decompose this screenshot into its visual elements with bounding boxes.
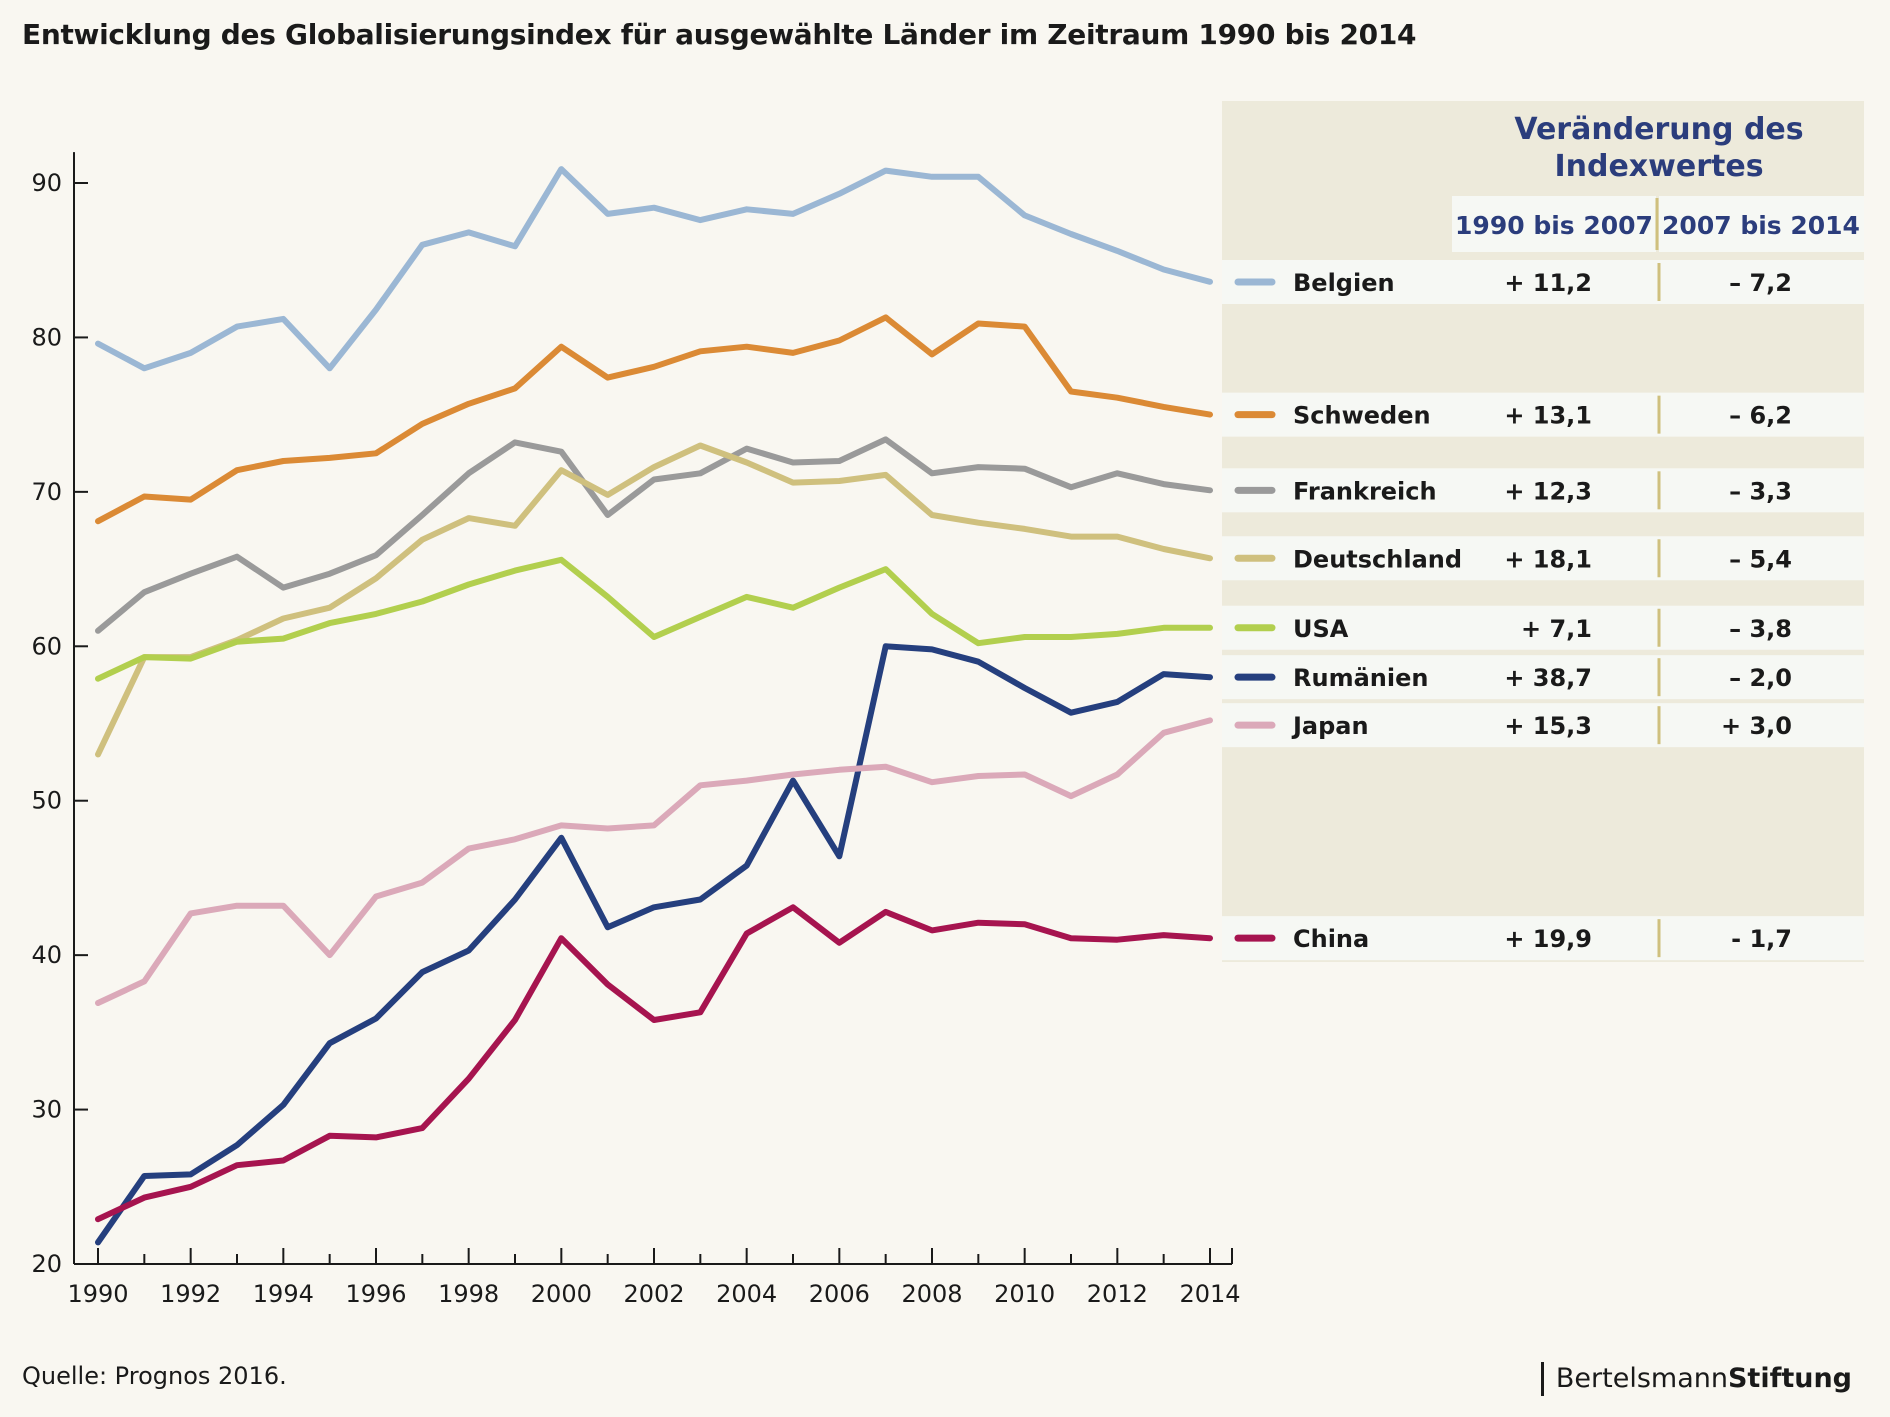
series-line-japan bbox=[95, 717, 1213, 1006]
legend-change-1990-2007-usa: + 7,1 bbox=[1521, 615, 1592, 643]
x-tick-label: 2008 bbox=[901, 1280, 962, 1308]
legend-name-usa: USA bbox=[1293, 615, 1349, 643]
legend-change-2007-2014-rumänien: – 2,0 bbox=[1729, 664, 1792, 692]
brand-part2: Stiftung bbox=[1727, 1363, 1852, 1394]
legend-row-china bbox=[1222, 916, 1864, 961]
legend-name-frankreich: Frankreich bbox=[1293, 477, 1437, 505]
table-header-cell-1 bbox=[1452, 196, 1656, 252]
legend-row-schweden bbox=[1222, 392, 1864, 437]
legend-name-rumänien: Rumänien bbox=[1293, 664, 1428, 692]
x-tick-label: 2010 bbox=[994, 1280, 1055, 1308]
y-tick-label: 40 bbox=[31, 941, 62, 969]
table-title-line2: Indexwertes bbox=[1554, 149, 1763, 184]
legend-change-2007-2014-deutschland: – 5,4 bbox=[1729, 545, 1792, 573]
table-col1-header: 1990 bis 2007 bbox=[1455, 211, 1653, 240]
legend-name-belgien: Belgien bbox=[1293, 269, 1395, 297]
legend-row-rumänien bbox=[1222, 655, 1864, 700]
y-tick-label: 60 bbox=[31, 632, 62, 660]
x-tick-label: 1998 bbox=[438, 1280, 499, 1308]
x-tick-label: 2012 bbox=[1087, 1280, 1148, 1308]
legend-change-2007-2014-japan: + 3,0 bbox=[1721, 712, 1792, 740]
series-line-schweden bbox=[95, 314, 1213, 525]
legend-change-2007-2014-usa: – 3,8 bbox=[1729, 615, 1792, 643]
legend-name-schweden: Schweden bbox=[1293, 402, 1431, 430]
brand-part1: Bertelsmann bbox=[1555, 1363, 1728, 1394]
x-tick-label: 2014 bbox=[1179, 1280, 1240, 1308]
y-tick-label: 70 bbox=[31, 478, 62, 506]
legend-change-2007-2014-frankreich: – 3,3 bbox=[1729, 477, 1792, 505]
legend-change-1990-2007-rumänien: + 38,7 bbox=[1504, 664, 1592, 692]
series-line-china bbox=[95, 904, 1213, 1223]
x-tick-label: 1994 bbox=[253, 1280, 314, 1308]
legend-change-1990-2007-frankreich: + 12,3 bbox=[1504, 477, 1592, 505]
legend-name-japan: Japan bbox=[1291, 712, 1369, 740]
x-tick-label: 1996 bbox=[345, 1280, 406, 1308]
table-col2-header: 2007 bis 2014 bbox=[1662, 211, 1860, 240]
y-tick-label: 30 bbox=[31, 1096, 62, 1124]
legend-change-1990-2007-china: + 19,9 bbox=[1504, 925, 1592, 953]
chart-series-lines bbox=[95, 166, 1213, 1246]
brand-logo: BertelsmannStiftung bbox=[1540, 1362, 1852, 1396]
x-tick-label: 1990 bbox=[67, 1280, 128, 1308]
legend-row-belgien bbox=[1222, 260, 1864, 304]
series-line-usa bbox=[95, 556, 1213, 682]
legend-name-deutschland: Deutschland bbox=[1293, 545, 1462, 573]
series-line-deutschland bbox=[95, 442, 1213, 758]
legend-change-1990-2007-deutschland: + 18,1 bbox=[1504, 545, 1592, 573]
y-tick-label: 50 bbox=[31, 787, 62, 815]
legend-table: Veränderung des Indexwertes 1990 bis 200… bbox=[1222, 101, 1864, 962]
chart-axes: 20 30 40 50 60 70 80 90 1990 1992 1994 1996 1998 2000… bbox=[31, 152, 1241, 1308]
source-note: Quelle: Prognos 2016. bbox=[22, 1362, 287, 1390]
legend-change-2007-2014-belgien: – 7,2 bbox=[1729, 269, 1792, 297]
legend-row-usa bbox=[1222, 605, 1864, 650]
legend-row-frankreich bbox=[1222, 468, 1864, 513]
y-tick-label: 20 bbox=[31, 1250, 62, 1278]
y-tick-label: 90 bbox=[31, 169, 62, 197]
legend-change-1990-2007-belgien: + 11,2 bbox=[1504, 269, 1592, 297]
legend-name-china: China bbox=[1293, 925, 1369, 953]
legend-change-1990-2007-japan: + 15,3 bbox=[1504, 712, 1592, 740]
legend-change-2007-2014-schweden: – 6,2 bbox=[1729, 402, 1792, 430]
x-tick-label: 2006 bbox=[809, 1280, 870, 1308]
y-tick-label: 80 bbox=[31, 323, 62, 351]
legend-change-1990-2007-schweden: + 13,1 bbox=[1504, 402, 1592, 430]
legend-change-2007-2014-china: - 1,7 bbox=[1731, 925, 1792, 953]
table-header-cell-2 bbox=[1659, 196, 1864, 252]
x-tick-label: 1992 bbox=[160, 1280, 221, 1308]
series-line-belgien bbox=[95, 166, 1213, 372]
series-line-rumänien bbox=[95, 643, 1213, 1246]
series-line-frankreich bbox=[95, 436, 1213, 634]
legend-row-japan bbox=[1222, 703, 1864, 748]
x-tick-label: 2000 bbox=[531, 1280, 592, 1308]
table-title-line1: Veränderung des bbox=[1514, 112, 1803, 147]
x-tick-label: 2004 bbox=[716, 1280, 777, 1308]
x-tick-label: 2002 bbox=[623, 1280, 684, 1308]
page-title: Entwicklung des Globalisierungsindex für… bbox=[22, 18, 1417, 51]
legend-row-deutschland bbox=[1222, 536, 1864, 581]
